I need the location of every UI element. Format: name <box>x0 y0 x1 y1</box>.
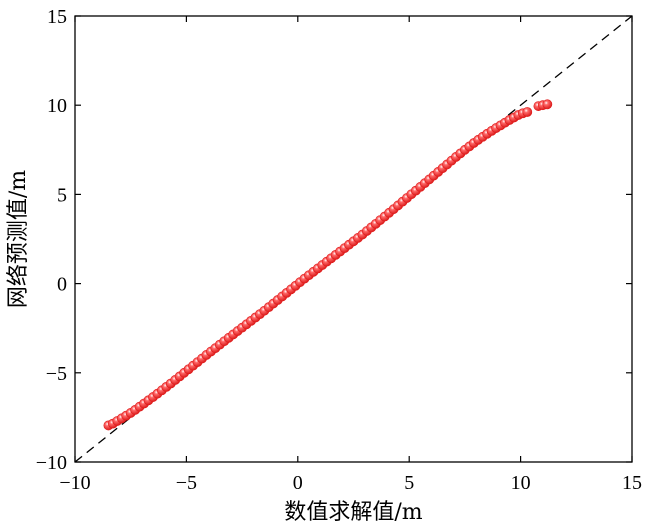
y-tick-label: 0 <box>57 274 67 296</box>
y-tick-label: 15 <box>47 6 67 28</box>
x-tick-label: 0 <box>293 472 303 494</box>
x-tick-label: 5 <box>404 472 414 494</box>
y-tick-label: 5 <box>57 184 67 206</box>
plot-frame <box>74 15 633 463</box>
y-axis-title: 网络预测值/m <box>6 170 31 308</box>
data-point <box>522 107 533 117</box>
plot-layer <box>75 16 632 462</box>
data-point <box>542 99 553 110</box>
ticks-layer: −10 −5 0 5 10 15 −10 −5 0 5 10 15 <box>36 6 642 494</box>
x-tick-label: 10 <box>511 472 531 494</box>
x-axis-title: 数值求解值/m <box>284 500 422 525</box>
x-tick-label: −10 <box>59 472 90 494</box>
x-tick-label: 15 <box>622 472 642 494</box>
y-tick-label: −5 <box>46 363 67 385</box>
y-tick-label: −10 <box>36 452 67 474</box>
x-tick-label: −5 <box>176 472 197 494</box>
y-tick-label: 10 <box>47 95 67 117</box>
